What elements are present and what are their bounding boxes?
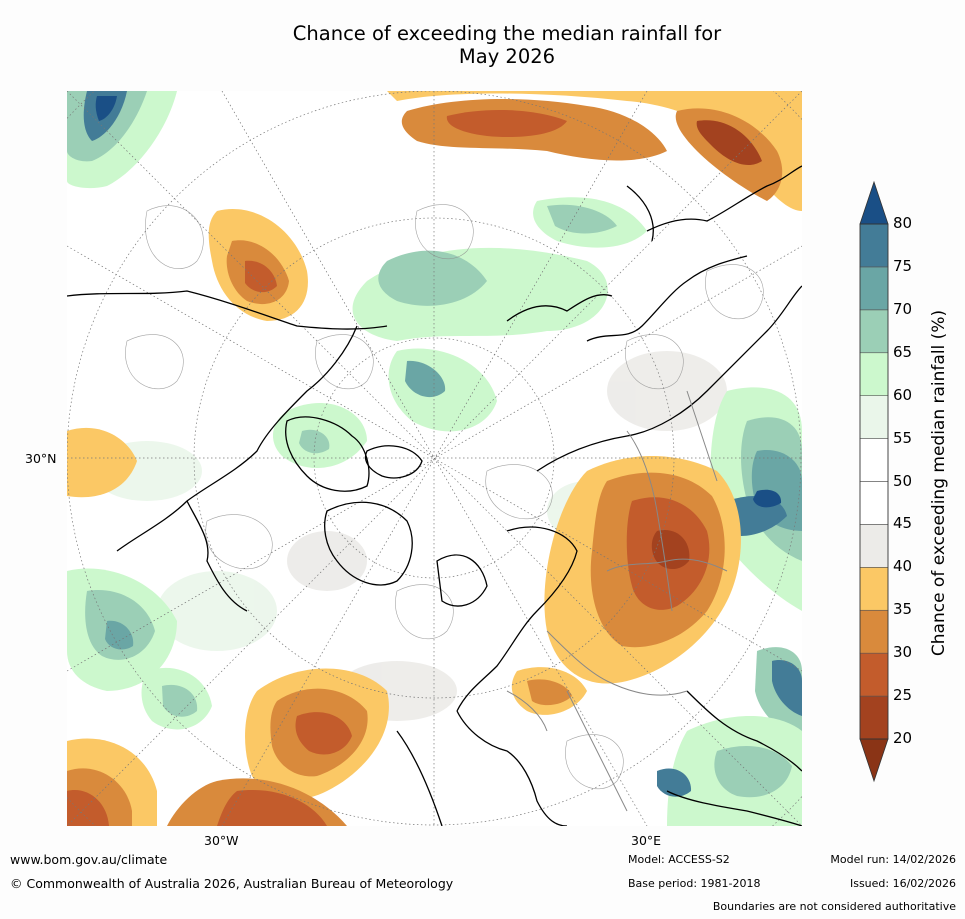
- lower-right-wet-region: [657, 716, 802, 826]
- colorbar-segment: [859, 438, 889, 482]
- colorbar-segment: [859, 481, 889, 525]
- colorbar-tick-label: 80: [893, 214, 913, 232]
- title-line-1: Chance of exceeding the median rainfall …: [292, 22, 722, 45]
- colorbar-segment: [859, 609, 889, 654]
- chart-title: Chance of exceeding the median rainfall …: [0, 22, 965, 68]
- colorbar-tick-label: 45: [893, 514, 913, 533]
- colorbar-segment: [859, 695, 889, 740]
- lat-label-30n: 30°N: [25, 451, 57, 466]
- colorbar-tick-label: 55: [893, 428, 913, 447]
- siberia-wet-region: [710, 387, 802, 741]
- map-panel[interactable]: [67, 91, 802, 826]
- footer-base-period: Base period: 1981-2018: [628, 877, 761, 890]
- colorbar-over-triangle: [859, 180, 889, 225]
- footer-url[interactable]: www.bom.gov.au/climate: [10, 852, 168, 867]
- lon-label-30w: 30°W: [204, 833, 239, 848]
- colorbar-outline: [859, 223, 889, 740]
- colorbar-tick-label: 35: [893, 600, 913, 619]
- colorbar-tick-label: 65: [893, 342, 913, 361]
- footer-copyright: © Commonwealth of Australia 2026, Austra…: [10, 876, 454, 891]
- colorbar-title: Chance of exceeding median rainfall (%): [929, 309, 949, 657]
- colorbar-segment: [859, 266, 889, 311]
- graticule: [67, 91, 802, 826]
- colorbar-segment: [859, 395, 889, 439]
- footer-issued: Issued: 16/02/2026: [849, 877, 956, 890]
- colorbar-segment: [859, 524, 889, 568]
- lower-atlantic-dry-region: [67, 668, 389, 826]
- eastern-europe-russia-dry-region: [511, 456, 741, 715]
- colorbar-tick-label: 60: [893, 385, 913, 404]
- colorbar-segment: [859, 567, 889, 611]
- lower-left-wet-region: [67, 568, 212, 730]
- forecast-map: [67, 91, 802, 826]
- north-pacific-dry-region: [387, 91, 802, 211]
- colorbar-tick-label: 40: [893, 557, 913, 576]
- footer-model: Model: ACCESS-S2: [628, 853, 730, 866]
- colorbar-segment: [859, 309, 889, 354]
- upper-left-wet-region: [67, 91, 177, 189]
- colorbar-tick-label: 70: [893, 299, 913, 318]
- colorbar-tick-label: 30: [893, 643, 913, 662]
- footer-model-run: Model run: 14/02/2026: [830, 853, 956, 866]
- colorbar-segment: [859, 352, 889, 396]
- title-line-2: May 2026: [458, 45, 556, 68]
- borders: [506, 390, 728, 812]
- colorbar-segment: [859, 652, 889, 697]
- colorbar-tick-label: 25: [893, 686, 913, 705]
- lon-label-30e: 30°E: [631, 833, 662, 848]
- contour-lines: [125, 204, 764, 790]
- colorbar-tick-label: 75: [893, 256, 913, 275]
- coastlines: [67, 165, 802, 826]
- colorbar-under-triangle: [859, 738, 889, 783]
- north-atlantic-dry-region: [67, 209, 308, 498]
- arctic-wet-region: [272, 197, 647, 468]
- colorbar-segment: [859, 223, 889, 268]
- footer-disclaimer: Boundaries are not considered authoritat…: [712, 900, 956, 913]
- colorbar-tick-label: 50: [893, 471, 913, 490]
- colorbar-tick-label: 20: [893, 729, 913, 747]
